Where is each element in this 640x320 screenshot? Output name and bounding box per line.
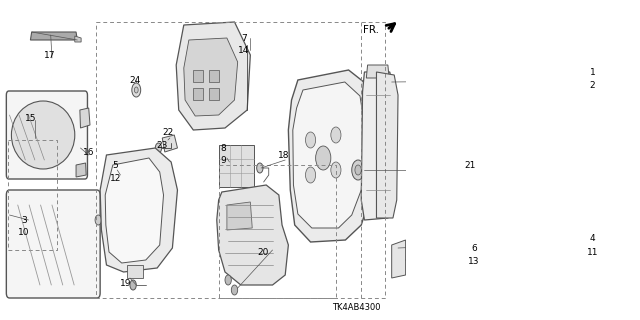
Bar — [193, 70, 204, 82]
Circle shape — [305, 132, 316, 148]
Circle shape — [257, 163, 263, 173]
Text: 4: 4 — [590, 234, 595, 243]
Text: 7: 7 — [241, 34, 247, 43]
Text: FR.: FR. — [363, 25, 379, 35]
Bar — [209, 88, 220, 100]
Text: 19: 19 — [120, 278, 131, 287]
Text: 6: 6 — [471, 244, 477, 252]
Circle shape — [231, 285, 237, 295]
Circle shape — [355, 165, 361, 175]
Text: 1: 1 — [589, 68, 595, 76]
Circle shape — [132, 83, 141, 97]
Text: 15: 15 — [25, 114, 36, 123]
Polygon shape — [105, 158, 163, 263]
Circle shape — [225, 275, 231, 285]
Polygon shape — [31, 32, 77, 40]
Polygon shape — [376, 72, 398, 218]
Bar — [219, 145, 253, 187]
Circle shape — [316, 146, 331, 170]
Text: 12: 12 — [109, 173, 121, 182]
Polygon shape — [227, 202, 252, 230]
Ellipse shape — [12, 101, 75, 169]
Polygon shape — [293, 82, 364, 228]
Text: 14: 14 — [238, 45, 250, 54]
Polygon shape — [75, 36, 81, 42]
Text: TK4AB4300: TK4AB4300 — [332, 303, 380, 313]
Polygon shape — [80, 108, 90, 128]
Text: 2: 2 — [590, 81, 595, 90]
Text: 20: 20 — [257, 247, 269, 257]
Polygon shape — [100, 148, 177, 272]
Circle shape — [331, 162, 341, 178]
Text: 11: 11 — [587, 247, 598, 257]
Polygon shape — [361, 72, 393, 220]
Circle shape — [156, 143, 162, 153]
Circle shape — [331, 127, 341, 143]
Text: 5: 5 — [113, 161, 118, 170]
Text: 22: 22 — [163, 127, 173, 137]
Polygon shape — [217, 185, 289, 285]
Text: 23: 23 — [156, 140, 167, 149]
FancyBboxPatch shape — [6, 190, 100, 298]
Text: 13: 13 — [468, 258, 480, 267]
Polygon shape — [289, 70, 374, 242]
Circle shape — [352, 160, 364, 180]
Circle shape — [130, 280, 136, 290]
Text: 18: 18 — [278, 150, 290, 159]
Circle shape — [305, 167, 316, 183]
Circle shape — [95, 215, 101, 225]
Polygon shape — [163, 135, 177, 152]
Polygon shape — [176, 22, 250, 130]
Polygon shape — [76, 163, 86, 177]
Polygon shape — [366, 65, 389, 78]
Circle shape — [134, 87, 138, 93]
FancyBboxPatch shape — [6, 91, 88, 179]
Text: 21: 21 — [465, 161, 476, 170]
Text: 3: 3 — [21, 215, 27, 225]
Text: 10: 10 — [19, 228, 30, 236]
Polygon shape — [127, 265, 143, 278]
Text: 24: 24 — [129, 76, 141, 84]
Bar — [209, 70, 220, 82]
Polygon shape — [184, 38, 237, 116]
Text: 16: 16 — [83, 148, 95, 156]
Text: 8: 8 — [220, 143, 226, 153]
Polygon shape — [392, 240, 406, 278]
Text: 17: 17 — [44, 51, 55, 60]
Text: 9: 9 — [220, 156, 226, 164]
Bar — [193, 88, 204, 100]
